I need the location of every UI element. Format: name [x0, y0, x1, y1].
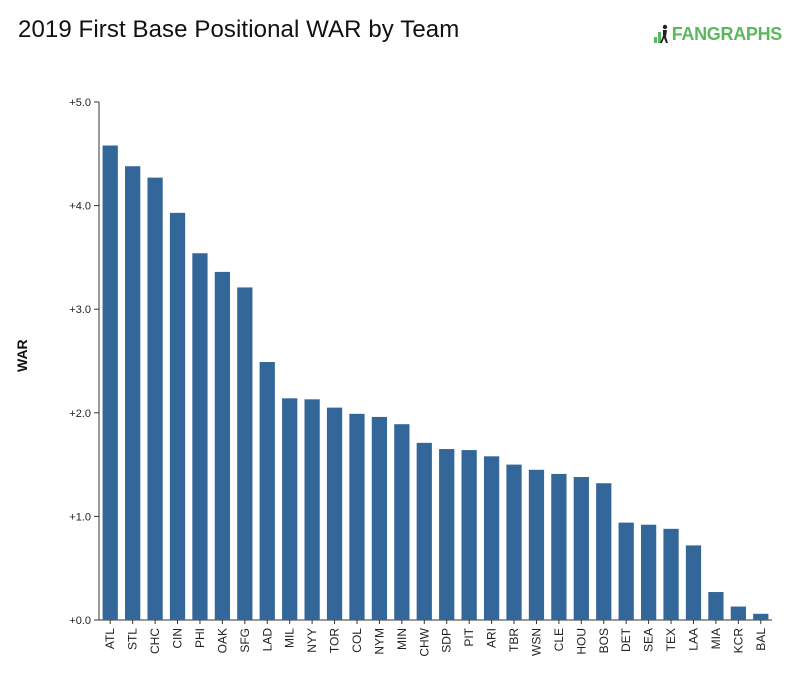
x-tick-label: SFG	[238, 628, 252, 653]
bar-atl	[102, 145, 118, 620]
x-tick-label: BAL	[754, 628, 768, 651]
bar-laa	[685, 545, 702, 620]
fangraphs-logo: FANGRAPHS	[653, 22, 783, 46]
bar-nym	[371, 416, 388, 620]
bar-mia	[708, 592, 724, 620]
y-tick-label: +5.0	[69, 97, 91, 109]
x-tick-label: HOU	[574, 628, 588, 655]
bar-min	[394, 424, 410, 620]
bar-phi	[192, 253, 208, 621]
bar-bos	[596, 483, 612, 620]
bar-nyy	[304, 399, 320, 620]
bar-bal	[753, 613, 769, 620]
x-tick-label: CIN	[171, 628, 185, 649]
y-tick-label: +2.0	[69, 408, 91, 420]
x-tick-label: COL	[350, 628, 364, 653]
bar-chw	[416, 442, 432, 620]
bar-mil	[282, 398, 298, 620]
bar-cin	[169, 212, 186, 621]
x-tick-label: PIT	[462, 627, 476, 646]
bar-ari	[483, 456, 500, 620]
fangraphs-logo-icon	[653, 24, 668, 43]
bar-hou	[573, 477, 589, 620]
bar-tex	[663, 528, 679, 620]
x-tick-label: CHW	[417, 627, 431, 656]
bar-tbr	[506, 464, 522, 620]
x-tick-label: TBR	[507, 628, 521, 652]
x-tick-label: OAK	[215, 628, 229, 653]
x-tick-label: WSN	[529, 628, 543, 656]
bar-tor	[326, 407, 343, 620]
bar-chc	[147, 177, 163, 621]
logo-text: FANGRAPHS	[671, 23, 783, 44]
x-tick-label: KCR	[731, 628, 745, 654]
x-tick-label: BOS	[597, 628, 611, 653]
bar-kcr	[730, 606, 746, 620]
bar-pit	[461, 450, 477, 620]
y-tick-label: +1.0	[69, 511, 91, 523]
x-tick-label: ARI	[485, 628, 499, 648]
x-tick-label: CLE	[552, 628, 566, 651]
x-tick-label: LAA	[686, 628, 700, 651]
x-tick-label: TOR	[328, 628, 342, 653]
bar-cle	[551, 473, 567, 620]
bar-oak	[214, 271, 231, 620]
bar-lad	[259, 362, 275, 620]
y-tick-label: +4.0	[69, 201, 91, 213]
x-tick-label: MIA	[709, 628, 723, 649]
x-tick-label: LAD	[260, 628, 274, 652]
bar-det	[618, 522, 634, 620]
x-tick-label: CHC	[148, 628, 162, 654]
x-tick-label: NYM	[372, 628, 386, 655]
y-tick-label: +0.0	[69, 615, 91, 627]
x-tick-label: NYY	[305, 628, 319, 653]
x-tick-label: PHI	[193, 628, 207, 648]
bar-wsn	[528, 469, 545, 620]
x-tick-label: SEA	[642, 628, 656, 652]
bar-sea	[640, 524, 657, 620]
x-tick-label: TEX	[664, 628, 678, 651]
bar-sfg	[237, 287, 253, 620]
y-tick-label: +3.0	[69, 304, 91, 316]
x-tick-label: ATL	[103, 628, 117, 649]
x-tick-label: MIL	[283, 628, 297, 648]
bar-sdp	[439, 449, 455, 620]
bar-stl	[125, 166, 141, 620]
x-tick-label: STL	[126, 628, 140, 650]
x-tick-label: SDP	[440, 628, 454, 653]
x-tick-label: DET	[619, 627, 633, 652]
chart-title: 2019 First Base Positional WAR by Team	[18, 16, 460, 43]
x-tick-label: MIN	[395, 628, 409, 650]
bar-col	[349, 413, 365, 620]
